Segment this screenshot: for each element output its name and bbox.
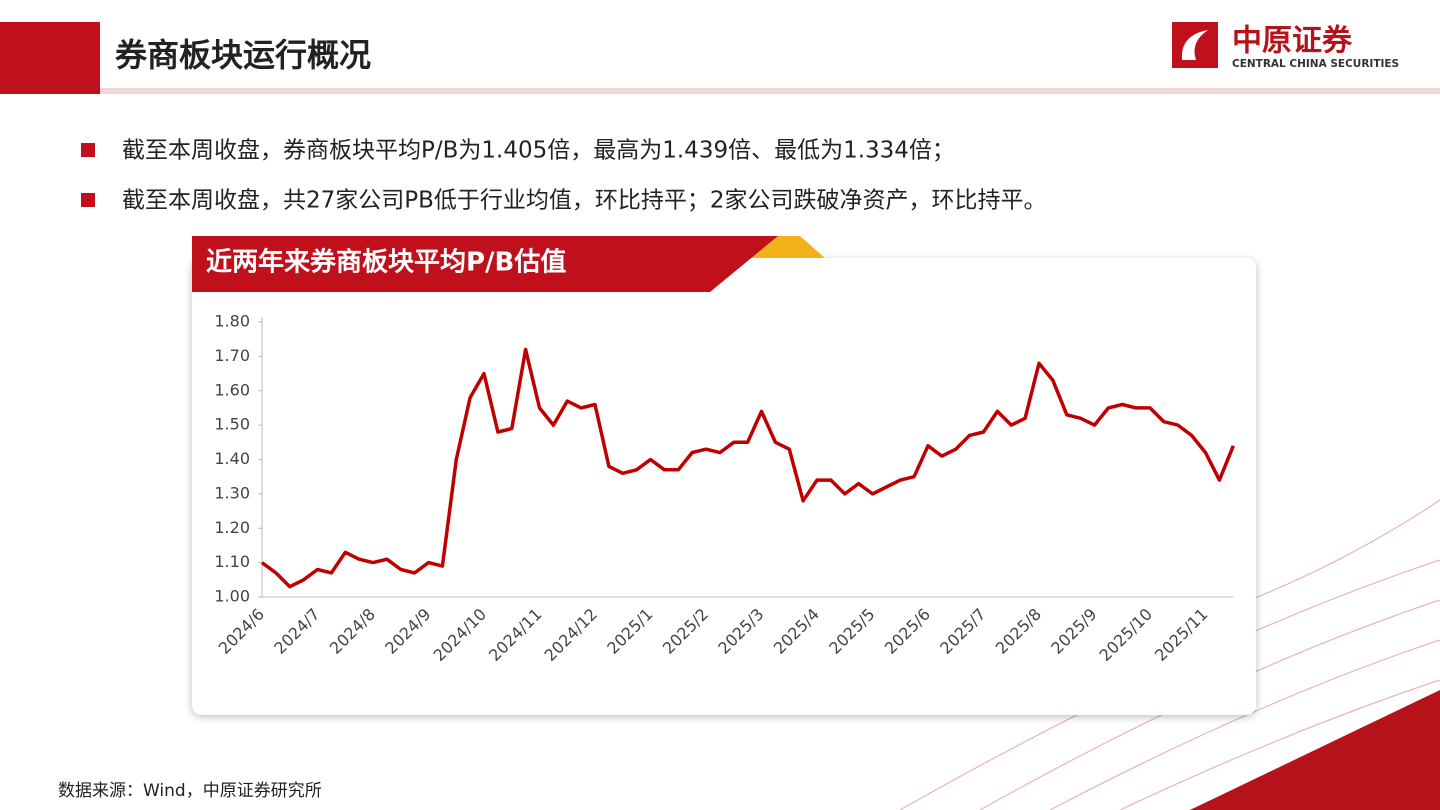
header-rule bbox=[100, 88, 1440, 94]
logo-name: 中原证券 bbox=[1232, 24, 1353, 59]
header-title: 券商板块运行概况 bbox=[115, 36, 371, 74]
y-tick-label: 1.60 bbox=[214, 380, 250, 399]
logo-mark bbox=[1181, 30, 1208, 60]
y-tick-label: 1.10 bbox=[214, 552, 250, 571]
source-note: 数据来源：Wind，中原证券研究所 bbox=[58, 781, 322, 801]
y-tick-label: 1.80 bbox=[214, 312, 250, 331]
chart-title: 近两年来券商板块平均P/B估值 bbox=[206, 247, 566, 278]
logo: 中原证券 CENTRAL CHINA SECURITIES bbox=[1172, 22, 1399, 70]
bullet-marker bbox=[81, 143, 95, 157]
y-tick-label: 1.50 bbox=[214, 415, 250, 434]
data-line bbox=[260, 347, 1235, 589]
chart-tab bbox=[192, 236, 778, 292]
bullet-text: 截至本周收盘，券商板块平均P/B为1.405倍，最高为1.439倍、最低为1.3… bbox=[122, 138, 955, 164]
decor-corner bbox=[1190, 690, 1440, 810]
y-tick-label: 1.40 bbox=[214, 449, 250, 468]
bullet-text: 截至本周收盘，共27家公司PB低于行业均值，环比持平；2家公司跌破净资产，环比持… bbox=[122, 188, 1047, 214]
header-block bbox=[0, 22, 100, 94]
y-tick-label: 1.20 bbox=[214, 518, 250, 537]
y-tick-label: 1.30 bbox=[214, 483, 250, 502]
y-tick-label: 1.00 bbox=[214, 587, 250, 606]
y-tick-label: 1.70 bbox=[214, 346, 250, 365]
logo-subtitle: CENTRAL CHINA SECURITIES bbox=[1232, 58, 1399, 70]
bullet-marker bbox=[81, 193, 95, 207]
chart-card bbox=[192, 258, 1256, 715]
